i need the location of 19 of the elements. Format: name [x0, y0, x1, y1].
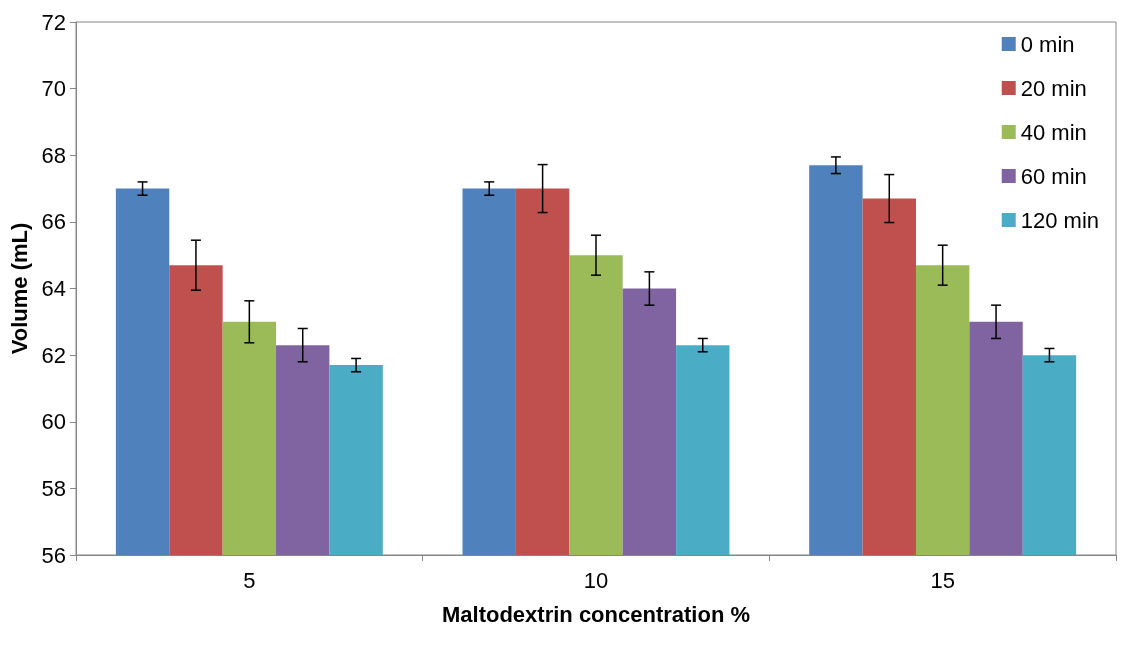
y-tick-label: 62 [41, 342, 66, 368]
x-tick-label: 10 [583, 567, 609, 593]
y-tick-label: 58 [41, 475, 66, 501]
legend-label: 120 min [1020, 207, 1100, 233]
x-tick-label: 5 [243, 567, 256, 593]
legend-label: 0 min [1020, 31, 1075, 57]
y-tick-label: 68 [41, 142, 66, 168]
y-tick-label: 72 [41, 9, 66, 35]
x-tick-label: 15 [930, 567, 955, 593]
y-tick-label: 66 [41, 209, 66, 235]
y-tick-label: 64 [41, 276, 66, 301]
x-axis-title: Maltodextrin concentration % [441, 601, 751, 627]
y-tick-label: 60 [41, 409, 66, 435]
legend-label: 60 min [1020, 163, 1087, 189]
y-tick-label: 70 [41, 76, 66, 102]
legend-label: 20 min [1020, 75, 1087, 101]
y-tick-label: 56 [41, 542, 66, 568]
legend-label: 40 min [1020, 119, 1087, 145]
y-axis-title: Volume (mL) [6, 222, 32, 355]
